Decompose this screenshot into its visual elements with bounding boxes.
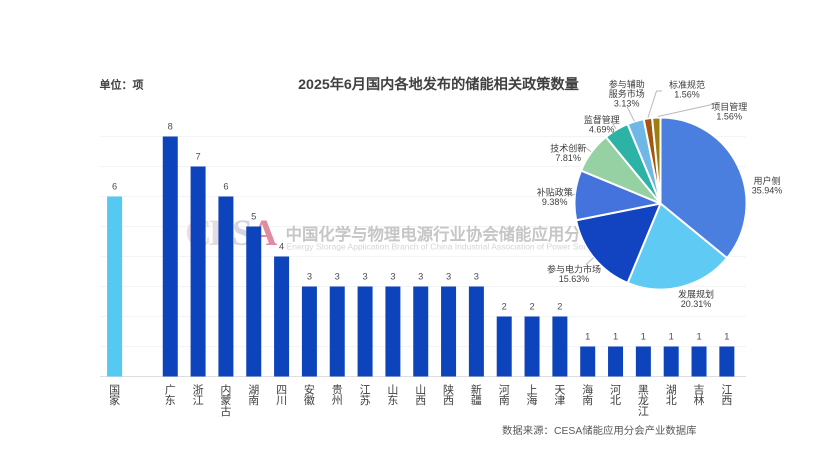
svg-text:3: 3 (418, 272, 423, 282)
svg-text:2: 2 (502, 302, 507, 312)
svg-text:3: 3 (446, 272, 451, 282)
svg-text:9.38%: 9.38% (542, 197, 568, 207)
svg-text:服务市场: 服务市场 (609, 88, 645, 99)
svg-text:山西: 山西 (415, 383, 426, 407)
svg-text:8: 8 (168, 122, 173, 132)
svg-text:广东: 广东 (165, 383, 176, 407)
svg-text:用户侧: 用户侧 (753, 175, 780, 186)
svg-text:3: 3 (474, 272, 479, 282)
svg-text:标准规范: 标准规范 (669, 79, 705, 90)
svg-text:技术创新: 技术创新 (550, 143, 586, 154)
svg-text:项目管理: 项目管理 (711, 101, 747, 112)
svg-text:7: 7 (196, 152, 201, 162)
svg-text:1: 1 (613, 332, 618, 342)
svg-text:贵州: 贵州 (332, 383, 343, 407)
svg-text:4.69%: 4.69% (589, 125, 615, 135)
svg-text:山东: 山东 (387, 383, 398, 407)
svg-text:2: 2 (529, 302, 534, 312)
svg-text:3: 3 (307, 272, 312, 282)
svg-text:1: 1 (669, 332, 674, 342)
svg-text:1: 1 (641, 332, 646, 342)
svg-text:河南: 河南 (499, 383, 510, 407)
svg-text:6: 6 (223, 182, 228, 192)
svg-text:参与辅助: 参与辅助 (609, 79, 645, 90)
svg-text:江西: 江西 (721, 383, 732, 407)
svg-text:35.94%: 35.94% (752, 186, 783, 196)
svg-text:参与电力市场: 参与电力市场 (547, 264, 601, 275)
svg-text:国家: 国家 (109, 383, 120, 407)
svg-text:黑龙江: 黑龙江 (638, 383, 649, 418)
svg-text:新疆: 新疆 (471, 382, 482, 407)
svg-text:1: 1 (696, 332, 701, 342)
svg-text:监督管理: 监督管理 (584, 114, 620, 125)
svg-text:发展规划: 发展规划 (678, 289, 714, 300)
svg-text:3: 3 (335, 272, 340, 282)
svg-text:1.56%: 1.56% (674, 90, 700, 100)
svg-text:陕西: 陕西 (443, 382, 454, 407)
svg-text:1: 1 (585, 332, 590, 342)
svg-text:河北: 河北 (610, 383, 621, 407)
svg-text:1.56%: 1.56% (716, 112, 742, 122)
svg-text:内蒙古: 内蒙古 (220, 382, 231, 418)
svg-text:上海: 上海 (527, 383, 538, 407)
svg-text:四川: 四川 (276, 384, 287, 407)
svg-text:浙江: 浙江 (193, 383, 204, 407)
svg-text:天津: 天津 (554, 384, 565, 407)
svg-text:5: 5 (251, 212, 256, 222)
svg-text:海南: 海南 (582, 382, 593, 407)
svg-text:3.13%: 3.13% (614, 99, 640, 109)
svg-text:20.31%: 20.31% (681, 299, 712, 309)
svg-text:2025年6月国内各地发布的储能相关政策数量: 2025年6月国内各地发布的储能相关政策数量 (298, 76, 579, 93)
svg-text:3: 3 (390, 272, 395, 282)
svg-text:15.63%: 15.63% (559, 274, 590, 284)
svg-text:4: 4 (279, 242, 284, 252)
svg-text:湖北: 湖北 (666, 383, 677, 407)
svg-text:数据来源：CESA储能应用分会产业数据库: 数据来源：CESA储能应用分会产业数据库 (502, 424, 697, 437)
svg-text:Energy Storage Application Bra: Energy Storage Application Branch of Chi… (287, 242, 605, 252)
svg-text:安徽: 安徽 (304, 382, 315, 407)
svg-text:单位：项: 单位：项 (100, 78, 144, 92)
svg-text:湖南: 湖南 (248, 383, 259, 407)
svg-text:1: 1 (724, 332, 729, 342)
svg-text:补贴政策: 补贴政策 (537, 187, 573, 198)
svg-text:7.81%: 7.81% (555, 153, 581, 163)
svg-text:吉林: 吉林 (694, 383, 705, 407)
svg-text:江苏: 江苏 (360, 383, 371, 407)
svg-text:6: 6 (112, 182, 117, 192)
svg-text:2: 2 (557, 302, 562, 312)
svg-text:3: 3 (362, 272, 367, 282)
svg-text:中国化学与物理电源行业协会储能应用分: 中国化学与物理电源行业协会储能应用分 (286, 225, 582, 244)
